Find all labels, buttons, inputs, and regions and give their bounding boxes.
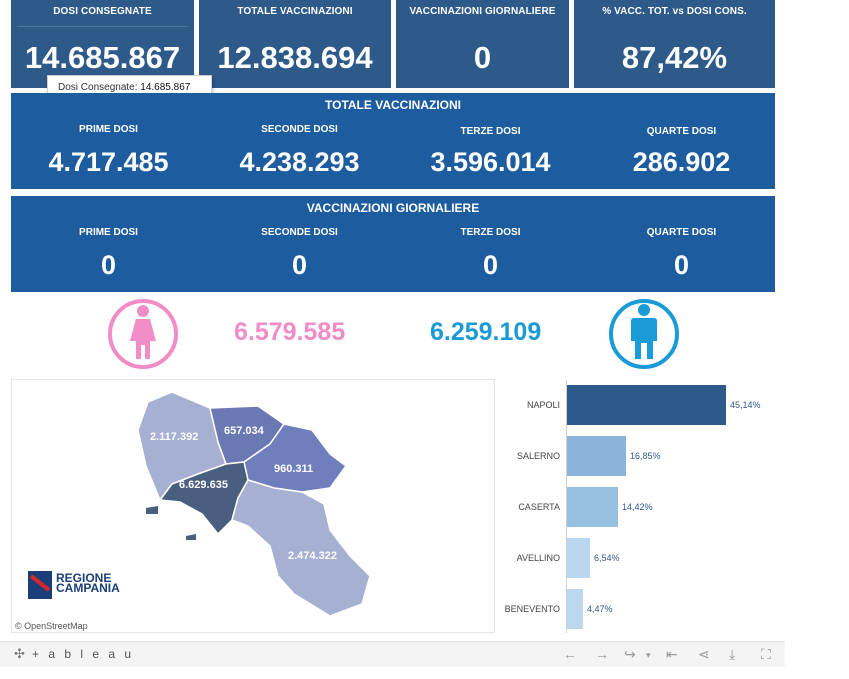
bar[interactable]: [567, 385, 726, 425]
undo-icon[interactable]: ←: [563, 646, 577, 662]
totale-seconde-dosi[interactable]: SECONDE DOSI 4.238.293: [204, 124, 395, 178]
map-label-caserta: 2.117.392: [150, 431, 199, 443]
totale-prime-dosi[interactable]: PRIME DOSI 4.717.485: [13, 124, 204, 178]
kpi-totale-vaccinazioni[interactable]: TOTALE VACCINAZIONI 12.838.694: [199, 0, 391, 88]
col-value: 4.717.485: [48, 147, 169, 177]
female-icon: [108, 299, 178, 369]
kpi-value: 87,42%: [621, 40, 728, 75]
map-attribution[interactable]: © OpenStreetMap: [15, 621, 88, 631]
col-value: 3.596.014: [430, 147, 551, 177]
giornaliere-terze-dosi[interactable]: TERZE DOSI 0: [395, 227, 586, 281]
campania-map[interactable]: 2.117.392 657.034 960.311 6.629.635 2.47…: [11, 379, 495, 633]
bar-label: SALERNO: [516, 451, 560, 461]
col-value: 0: [100, 250, 117, 280]
kpi-value: 0: [473, 40, 492, 75]
col-label: TERZE DOSI: [460, 227, 521, 238]
panel-title: TOTALE VACCINAZIONI: [325, 98, 461, 112]
kpi-dosi-consegnate[interactable]: DOSI CONSEGNATE 14.685.867: [11, 0, 194, 88]
map-label-avellino: 960.311: [274, 463, 314, 475]
bar[interactable]: [567, 589, 583, 629]
totale-vaccinazioni-panel: TOTALE VACCINAZIONI PRIME DOSI 4.717.485…: [11, 93, 775, 189]
col-value: 0: [482, 250, 499, 280]
bar-value: 4,47%: [587, 604, 613, 614]
kpi-title: TOTALE VACCINAZIONI: [237, 6, 353, 17]
revert-icon[interactable]: ↪: [624, 646, 636, 662]
bar[interactable]: [567, 538, 590, 578]
logo-line2: CAMPANIA: [56, 581, 120, 595]
map-label-napoli: 6.629.635: [179, 479, 228, 491]
tooltip-value: 14.685.867: [140, 82, 191, 93]
male-icon: [609, 299, 679, 369]
bar[interactable]: [567, 436, 626, 476]
reset-icon[interactable]: ⇤: [666, 646, 678, 662]
col-label: PRIME DOSI: [79, 124, 138, 135]
regione-campania-logo-icon: [28, 571, 52, 599]
redo-icon[interactable]: →: [595, 646, 609, 662]
kpi-percent-vacc[interactable]: % VACC. TOT. vs DOSI CONS. 87,42%: [574, 0, 775, 88]
kpi-value: 14.685.867: [24, 40, 181, 75]
bar-label: AVELLINO: [516, 553, 560, 563]
tableau-toolbar: ✣ + a b l e a u ← → ↪ ▾ ⇤ ⋖ ⤓ ⛶: [0, 641, 785, 667]
col-value: 0: [291, 250, 308, 280]
totale-quarte-dosi[interactable]: QUARTE DOSI 286.902: [586, 126, 777, 178]
bar-value: 14,42%: [622, 502, 653, 512]
map-label-salerno: 2.474.322: [288, 550, 337, 562]
share-icon[interactable]: ⋖: [698, 646, 710, 662]
giornaliere-seconde-dosi[interactable]: SECONDE DOSI 0: [204, 227, 395, 281]
island-ischia: [146, 506, 158, 514]
bar-row-napoli[interactable]: NAPOLI 45,14%: [498, 385, 761, 425]
totale-terze-dosi[interactable]: TERZE DOSI 3.596.014: [395, 126, 586, 178]
bar-value: 45,14%: [730, 400, 761, 410]
col-label: TERZE DOSI: [460, 126, 521, 137]
province-salerno: [231, 479, 371, 617]
col-label: SECONDE DOSI: [261, 227, 338, 238]
tooltip-label: Dosi Consegnate:: [58, 82, 138, 93]
island-capri: [186, 534, 196, 540]
bar-axis: [566, 380, 567, 633]
col-label: QUARTE DOSI: [646, 126, 717, 137]
bar-label: CASERTA: [518, 502, 560, 512]
giornaliere-quarte-dosi[interactable]: QUARTE DOSI 0: [586, 227, 777, 281]
bar-row-salerno[interactable]: SALERNO 16,85%: [498, 436, 758, 476]
kpi-title: % VACC. TOT. vs DOSI CONS.: [602, 6, 747, 17]
tableau-brand[interactable]: + a b l e a u: [32, 647, 135, 661]
male-count: 6.259.109: [430, 318, 542, 346]
map-label-benevento: 657.034: [224, 425, 264, 437]
col-value: 4.238.293: [239, 147, 360, 177]
col-label: QUARTE DOSI: [646, 227, 717, 238]
bar-label: NAPOLI: [526, 400, 560, 410]
kpi-title: VACCINAZIONI GIORNALIERE: [409, 6, 556, 17]
bar-label: BENEVENTO: [504, 604, 560, 614]
logo-line1: REGIONE: [56, 571, 112, 585]
col-value: 0: [673, 250, 690, 280]
kpi-title: DOSI CONSEGNATE: [53, 6, 152, 17]
giornaliere-prime-dosi[interactable]: PRIME DOSI 0: [13, 227, 204, 281]
col-label: PRIME DOSI: [79, 227, 138, 238]
bar-row-avellino[interactable]: AVELLINO 6,54%: [498, 538, 758, 578]
bar-value: 16,85%: [630, 451, 661, 461]
bar-row-benevento[interactable]: BENEVENTO 4,47%: [498, 589, 758, 629]
panel-title: VACCINAZIONI GIORNALIERE: [306, 201, 480, 215]
col-value: 286.902: [632, 147, 731, 177]
kpi-vaccinazioni-giornaliere[interactable]: VACCINAZIONI GIORNALIERE 0: [396, 0, 569, 88]
map-shapes: [137, 391, 371, 617]
bar-row-caserta[interactable]: CASERTA 14,42%: [498, 487, 758, 527]
bar[interactable]: [567, 487, 618, 527]
vaccinazioni-giornaliere-panel: VACCINAZIONI GIORNALIERE PRIME DOSI 0 SE…: [11, 196, 775, 292]
kpi-value: 12.838.694: [217, 40, 373, 75]
tableau-logo-icon: ✣: [14, 646, 25, 661]
fullscreen-icon[interactable]: ⛶: [761, 646, 771, 662]
revert-dropdown-icon[interactable]: ▾: [646, 650, 651, 660]
col-label: SECONDE DOSI: [261, 124, 338, 135]
download-icon[interactable]: ⤓: [729, 646, 736, 662]
bar-value: 6,54%: [594, 553, 620, 563]
female-count: 6.579.585: [234, 318, 346, 346]
